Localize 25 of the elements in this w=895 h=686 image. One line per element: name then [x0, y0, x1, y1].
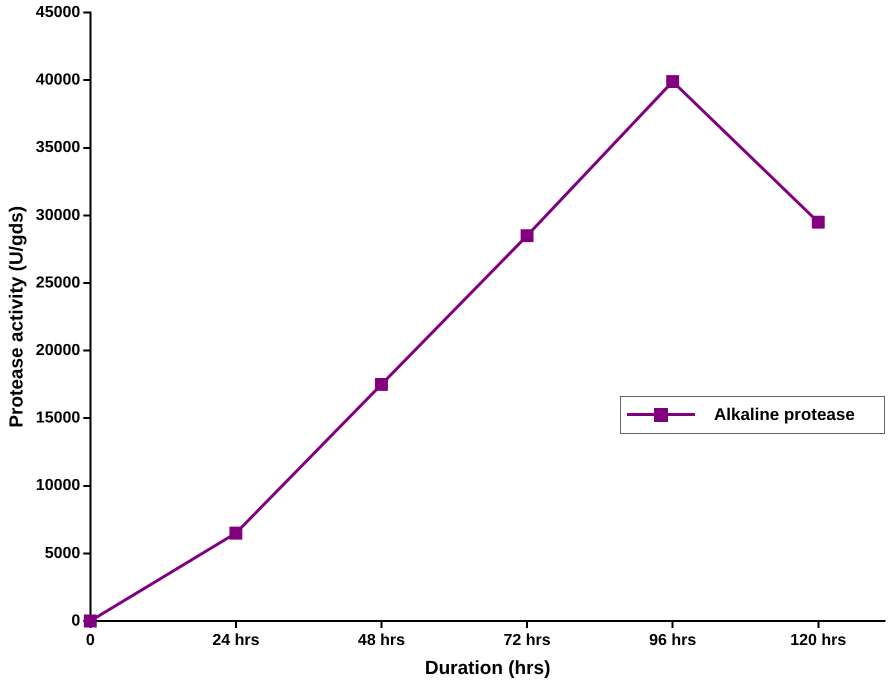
y-tick-label: 0: [71, 612, 80, 630]
x-tick-label: 24 hrs: [212, 632, 260, 650]
y-tick-label: 30000: [36, 206, 80, 224]
y-tick-label: 25000: [36, 274, 80, 292]
x-tick-label: 72 hrs: [504, 632, 551, 650]
point: [666, 75, 680, 88]
y-tick-label: 15000: [36, 410, 80, 427]
x-tick-label: 48 hrs: [358, 632, 406, 650]
legend-label: Alkaline protease: [714, 405, 855, 426]
x-axis-title: Duration (hrs): [424, 658, 550, 679]
y-axis-title: Protease activity (U/gds): [6, 206, 28, 428]
point: [375, 378, 388, 391]
x-tick-label: 0: [86, 632, 95, 650]
point: [84, 614, 97, 628]
y-tick-label: 45000: [36, 4, 80, 22]
point: [812, 216, 825, 229]
y-tick-label: 35000: [36, 139, 80, 156]
y-tick-label: 5000: [44, 544, 80, 562]
point: [520, 229, 534, 242]
y-tick-label: 10000: [36, 477, 80, 494]
y-tick-label: 20000: [36, 342, 80, 360]
x-tick-label: 96 hrs: [649, 632, 696, 650]
y-tick-label: 40000: [36, 72, 80, 89]
point: [229, 526, 242, 540]
x-tick-label: 120 hrs: [790, 632, 846, 650]
